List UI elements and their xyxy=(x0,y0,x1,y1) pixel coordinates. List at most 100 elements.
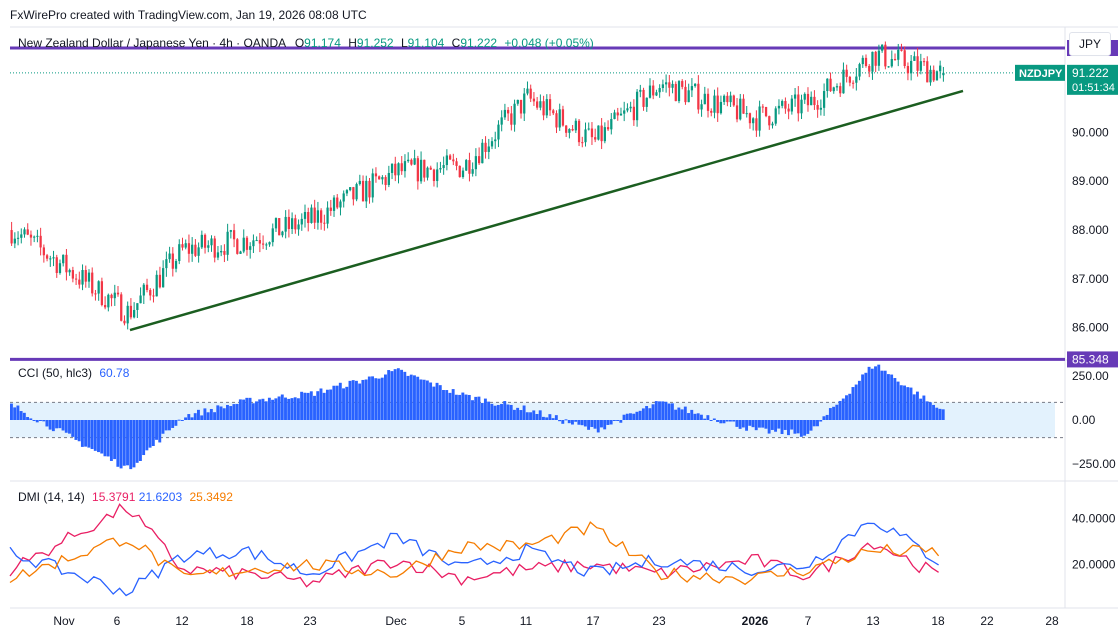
lower-level-tag-bg xyxy=(1067,351,1118,368)
cci-bar xyxy=(145,420,149,451)
cci-bar xyxy=(619,420,623,423)
cci-bar xyxy=(55,420,59,429)
cci-bar xyxy=(490,403,494,420)
candle-body xyxy=(565,125,568,133)
candle-body xyxy=(419,159,423,182)
candle-body xyxy=(258,240,261,244)
candle-body xyxy=(513,103,516,125)
candle-body xyxy=(764,106,768,117)
cci-bar xyxy=(512,409,516,420)
cci-bar xyxy=(893,378,897,420)
cci-bar xyxy=(132,420,136,468)
price-tick-label: 86.000 xyxy=(1072,321,1109,335)
candle-body xyxy=(648,85,652,98)
currency-button[interactable]: JPY xyxy=(1069,32,1111,56)
cci-bar xyxy=(206,412,210,420)
candle-body xyxy=(661,84,665,89)
candle-body xyxy=(542,101,545,116)
cci-bar xyxy=(799,420,803,437)
candle-body xyxy=(400,163,403,172)
dmi-title: DMI (14, 14) xyxy=(18,490,85,504)
dmi-pane[interactable] xyxy=(9,503,940,597)
candle-body xyxy=(729,95,732,103)
cci-bar xyxy=(197,409,200,420)
candle-body xyxy=(874,51,877,66)
candle-body xyxy=(110,294,113,299)
candle-body xyxy=(810,96,813,106)
cci-bar xyxy=(454,394,458,420)
cci-bar xyxy=(654,401,658,420)
cci-bar xyxy=(722,420,726,424)
price-pane[interactable] xyxy=(10,41,1065,361)
cci-bar xyxy=(487,401,491,420)
cci-bar xyxy=(500,404,503,420)
symbol-legend[interactable]: New Zealand Dollar / Japanese Yen · 4h ·… xyxy=(18,36,594,50)
candle-body xyxy=(597,125,600,140)
candle-body xyxy=(555,113,558,128)
candle-body xyxy=(210,238,213,246)
cci-bar xyxy=(377,378,381,420)
candle-body xyxy=(752,118,755,124)
cci-bar xyxy=(61,420,65,431)
cci-legend[interactable]: CCI (50, hlc3) 60.78 xyxy=(18,366,129,380)
candle-body xyxy=(352,187,355,200)
cci-bar xyxy=(103,420,107,457)
cci-bar xyxy=(48,420,52,430)
candle-body xyxy=(349,187,352,191)
candle-body xyxy=(890,59,893,67)
candle-body xyxy=(23,229,26,235)
cci-bar xyxy=(464,394,468,420)
candle-body xyxy=(919,61,922,71)
candle-body xyxy=(432,169,436,182)
cci-bar xyxy=(606,420,610,425)
cci-bar xyxy=(899,385,903,420)
candle-body xyxy=(548,99,552,111)
candle-body xyxy=(761,106,764,108)
cci-bar xyxy=(651,404,655,420)
candle-body xyxy=(590,128,594,138)
cci-bar xyxy=(445,390,449,420)
candle-body xyxy=(755,118,758,131)
cci-bar xyxy=(551,418,555,420)
candle-body xyxy=(332,197,336,211)
candle-body xyxy=(545,99,548,116)
cci-bar xyxy=(329,389,333,420)
cci-bar xyxy=(774,420,778,432)
cci-bar xyxy=(864,372,868,420)
cci-bar xyxy=(135,420,139,463)
cci-bar xyxy=(429,382,433,420)
cci-bar xyxy=(754,420,758,431)
candle-body xyxy=(87,272,91,282)
cci-bar xyxy=(26,417,30,420)
candle-body xyxy=(416,158,419,182)
candle-body xyxy=(178,244,181,262)
candle-body xyxy=(91,272,94,294)
candle-body xyxy=(29,234,33,238)
cci-bar xyxy=(142,420,146,456)
cci-bar xyxy=(883,370,887,420)
cci-bar xyxy=(751,420,755,428)
dmi-value-3: 25.3492 xyxy=(189,490,233,504)
cci-bar xyxy=(922,395,926,420)
cci-bar xyxy=(171,420,175,428)
dmi-legend[interactable]: DMI (14, 14) 15.3791 21.6203 25.3492 xyxy=(18,490,233,504)
candle-body xyxy=(455,161,458,166)
cci-bar xyxy=(267,397,271,420)
cci-bar xyxy=(97,420,100,453)
candle-body xyxy=(278,218,281,236)
cci-pane[interactable] xyxy=(10,364,1065,470)
candle-body xyxy=(606,127,610,130)
candle-body xyxy=(600,125,603,142)
candle-body xyxy=(716,95,719,114)
cci-bar xyxy=(216,405,220,420)
cci-bar xyxy=(709,420,713,421)
candle-body xyxy=(365,180,368,202)
cci-bar xyxy=(116,420,120,467)
candle-body xyxy=(845,69,848,77)
candle-body xyxy=(507,109,510,114)
cci-bar xyxy=(706,415,710,420)
cci-bar xyxy=(941,409,945,420)
candle-body xyxy=(816,105,819,110)
cci-bar xyxy=(728,420,732,422)
